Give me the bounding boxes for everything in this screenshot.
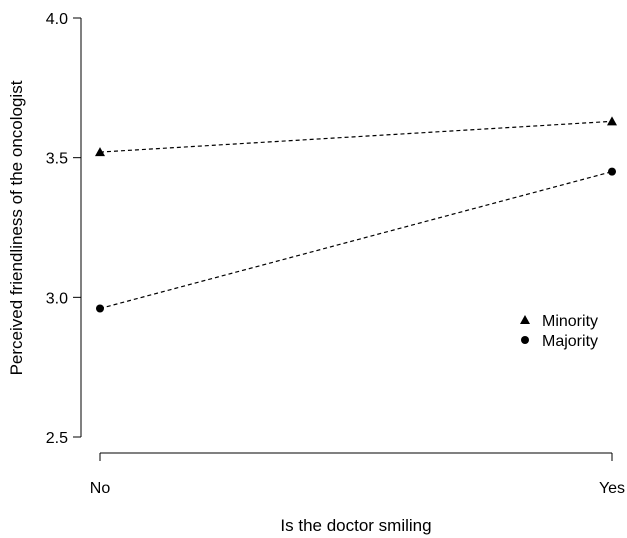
data-point-majority <box>608 167 616 176</box>
data-point-minority <box>95 147 105 157</box>
y-tick-label: 2.5 <box>46 430 68 447</box>
y-tick-label: 3.0 <box>46 290 68 307</box>
legend-markers <box>520 315 530 344</box>
legend-marker-minority <box>520 315 530 324</box>
y-tick-label: 3.5 <box>46 151 68 168</box>
data-point-minority <box>607 116 617 126</box>
x-axis: No Yes <box>90 452 625 497</box>
series-layer <box>95 116 617 313</box>
legend-marker-majority <box>521 336 529 344</box>
legend-label-minority: Minority <box>542 313 598 330</box>
x-tick-label: No <box>90 480 111 497</box>
x-tick-label: Yes <box>599 480 625 497</box>
y-axis: 2.5 3.0 3.5 4.0 <box>46 11 82 447</box>
data-point-majority <box>96 304 104 313</box>
legend-label-majority: Majority <box>542 333 598 350</box>
y-tick-label: 4.0 <box>46 11 68 28</box>
y-ticks: 2.5 3.0 3.5 4.0 <box>46 11 81 447</box>
series-line-minority <box>99 120 613 153</box>
x-axis-title: Is the doctor smiling <box>280 516 431 535</box>
x-ticks: No Yes <box>90 453 625 497</box>
series-line-majority <box>99 171 613 310</box>
y-axis-title: Perceived friendliness of the oncologist <box>7 80 26 375</box>
legend: Minority Majority <box>520 313 598 350</box>
